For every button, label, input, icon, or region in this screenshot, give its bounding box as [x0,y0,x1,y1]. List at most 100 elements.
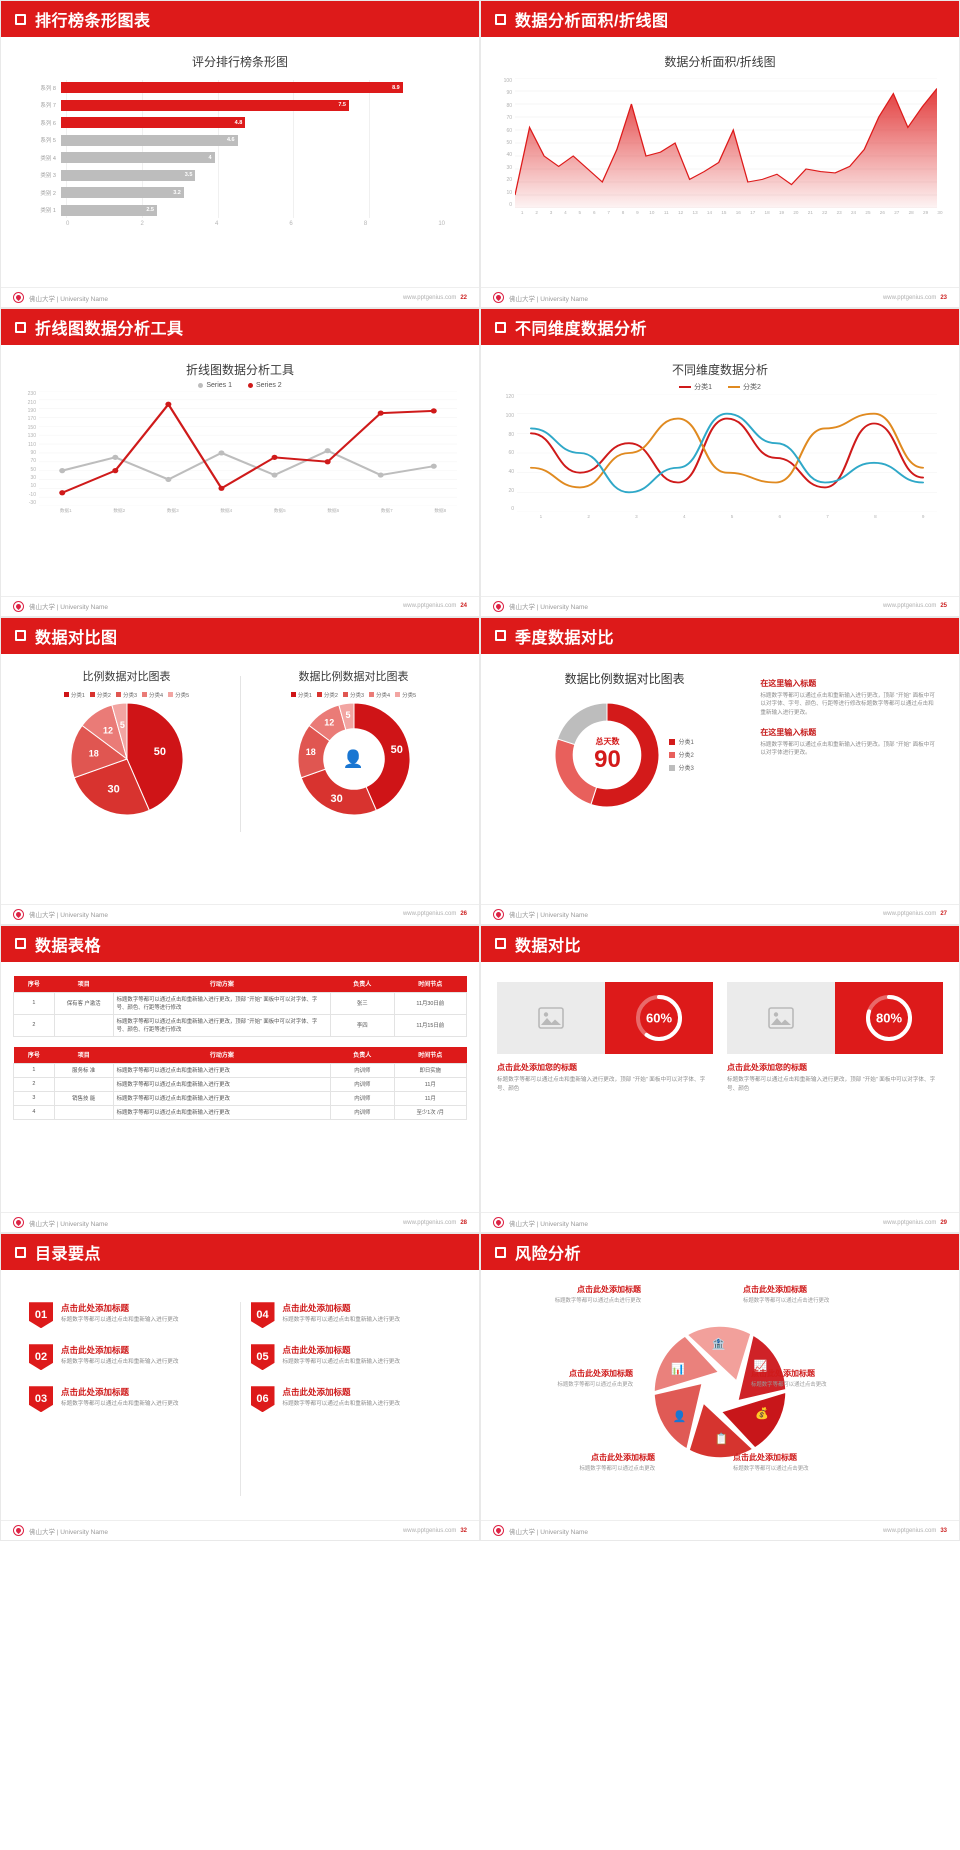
axis-tick: 9 [921,514,925,520]
axis-tick: 17 [750,210,756,215]
quarterly-legend-item[interactable]: 分类2 [669,750,694,759]
axis-tick: 12 [678,210,684,215]
chart-title: 不同维度数据分析 [671,363,768,378]
catalog-item[interactable]: 05 点击此处添加标题 标题数字等都可以通过点击和重新输入进行更改 [250,1344,452,1371]
risk-text: 标题数字等都可以通过点击进行更改 [554,1298,641,1305]
risk-item[interactable]: 点击此处添加标题 标题数字等都可以通过点击进行更改 [509,1284,641,1305]
bar-fill: 4.6 [61,134,238,146]
axis-tick: 26 [879,210,885,215]
svg-text:💰: 💰 [755,1407,769,1420]
percent-gauge: 60% [605,981,713,1054]
page-number: 24 [460,603,467,610]
pie-legend-item[interactable]: 分类3 [115,691,137,699]
comparison-cards: 60% 点击此处添加您的标题 标题数字等都可以通过点击和重新输入进行更改，顶部 “开… [493,968,947,1094]
quarterly-legend-item[interactable]: 分类3 [669,763,694,772]
bar-label: 系列 8 [40,85,56,92]
pie-chart: 50 30 18 12 5 [70,702,183,816]
catalog-item[interactable]: 03 点击此处添加标题 标题数字等都可以通过点击和重新输入进行更改 [29,1386,230,1413]
axis-tick: 30 [937,210,943,215]
donut-legend-item[interactable]: 分类1 [290,691,312,699]
donut-legend-item[interactable]: 分类4 [369,691,390,699]
table-row: 2 标题数字等都可以通过点击和重新输入进行更改 内训师 11月 [13,1076,467,1092]
slide-line-tool: 折线图数据分析工具 折线图数据分析工具 Series 1 Series 2 230… [0,308,480,617]
axis-tick: 数据8 [434,508,447,514]
chart-title: 评分排行榜条形图 [191,55,288,69]
bar-chart: 系列 8 8.9 系列 7 7.5 系列 6 4.8 系列 5 4.6 类别 4 4 类别 3 3.5… [13,74,467,227]
axis-tick: 27 [894,210,900,215]
risk-item[interactable]: 点击此处添加标题 标题数字等都可以通过点击更改 [733,1452,865,1473]
axis-tick: 8 [363,220,368,227]
axis-tick: 19 [778,210,785,215]
donut-chart: 50 30 18 12 5 👤 [297,702,410,816]
svg-text:60%: 60% [646,1010,672,1025]
slide-header: 不同维度数据分析 [481,309,959,346]
donut-center: 总天数 90 [555,703,659,807]
risk-item[interactable]: 点击此处添加标题 标题数字等都可以通过点击进行更改 [743,1284,875,1305]
slide-header: 数据对比图 [1,617,479,654]
table-cell: 11月15日前 [393,1013,467,1037]
slide-header: 风险分析 [481,1234,959,1271]
quarterly-text-blocks: 在这里输入标题 标题数字等都可以通过点击和重新输入进行更改，顶部 “开始” 面板中… [756,666,947,860]
donut-legend-item[interactable]: 分类5 [395,691,416,699]
slide-header: 季度数据对比 [481,617,959,654]
risk-item[interactable]: 点击此处添加标题 标题数字等都可以通过点击更改 [501,1368,633,1389]
slide-title: 数据分析面积/折线图 [515,13,669,30]
area-x-axis: 1 2 3 4 5 6 7 8 9 10 11 12 13 14 15 16 17 18 19 20 21 22 23 24 2… [515,210,947,215]
bar-label: 类别 2 [40,190,56,197]
svg-text:12: 12 [324,717,334,727]
catalog-item[interactable]: 06 点击此处添加标题 标题数字等都可以通过点击和重新输入进行更改 [250,1386,452,1413]
legend-label: 分类5 [402,692,417,699]
axis-tick: 80 [506,102,512,109]
legend-item[interactable]: Series 1 [198,382,232,389]
catalog-item[interactable]: 01 点击此处添加标题 标题数字等都可以通过点击和重新输入进行更改 [29,1302,230,1329]
risk-text: 标题数字等都可以通过点击更改 [751,1382,827,1389]
table-row: 2 标题数字等都可以通过点击和重新输入进行更改，顶部 “开始” 面板中可以对字体、… [13,1013,467,1037]
legend-marker [679,386,692,389]
legend-item[interactable]: Series 2 [248,382,282,389]
legend-marker [728,386,740,389]
axis-tick: 40 [506,152,512,159]
legend-swatch [115,692,121,698]
pie-legend-item[interactable]: 分类4 [142,691,163,699]
slide-footer: 佛山大学 | University Name www.pptgenius.com… [1,1520,479,1540]
donut-legend-item[interactable]: 分类2 [316,691,338,699]
slide-area-line: 数据分析面积/折线图 数据分析面积/折线图 100 90 80 70 60 50 40 30 2… [480,0,960,309]
bar-label: 类别 1 [40,208,56,214]
block-text: 标题数字等都可以通过点击和重新输入进行更改，顶部 “开始” 面板中可以对字体、字… [760,692,935,716]
risk-item[interactable]: 点击此处添加标题 标题数字等都可以通过点击更改 [523,1452,655,1473]
donut-title: 数据比例数据对比图表 [298,670,409,683]
catalog-heading: 点击此处添加标题 [61,1387,130,1398]
bar-fill: 8.9 [61,82,403,93]
slide-header: 折线图数据分析工具 [1,309,479,346]
pie-title: 比例数据对比图表 [82,670,171,683]
legend-label: 分类4 [149,692,164,699]
axis-tick: 120 [505,394,514,401]
axis-tick: 20 [508,487,514,494]
risk-item[interactable]: 点击此处添加标题标题数字等都可以通过点击更改 [751,1368,883,1389]
pie-legend-item[interactable]: 分类2 [89,691,111,699]
axis-tick: 16 [735,210,741,215]
axis-tick: 60 [508,450,514,457]
slide-title: 不同维度数据分析 [515,321,648,339]
donut-legend-item[interactable]: 分类3 [342,691,364,699]
table-cell: 标题数字等都可以通过点击和重新输入进行更改，顶部 “开始” 面板中可以对字体、字… [112,991,332,1015]
legend-label: 分类1 [694,384,712,392]
pie-legend-item[interactable]: 分类5 [168,691,189,699]
table-cell: 内训师 [330,1104,395,1120]
quarterly-legend-item[interactable]: 分类1 [669,737,694,746]
catalog-item[interactable]: 04 点击此处添加标题 标题数字等都可以通过点击和重新输入进行更改 [250,1302,452,1329]
pie-legend-item[interactable]: 分类1 [63,691,85,699]
table-cell: 11月 [393,1090,467,1106]
axis-tick: 10 [506,189,512,196]
risk-heading: 点击此处添加标题 [751,1369,815,1379]
bar-fill: 3.2 [61,187,184,198]
table-cell: 2 [13,1013,55,1037]
legend-swatch [669,751,676,758]
legend-item[interactable]: 分类1 [679,382,712,392]
legend-item[interactable]: 分类2 [728,382,761,392]
university-logo-icon [493,600,504,612]
catalog-item[interactable]: 02 点击此处添加标题 标题数字等都可以通过点击和重新输入进行更改 [29,1344,230,1371]
university-logo-icon [493,1525,504,1537]
square-bullet-icon [495,938,506,950]
table-cell: 标题数字等都可以通过点击和重新输入进行更改 [112,1090,332,1106]
